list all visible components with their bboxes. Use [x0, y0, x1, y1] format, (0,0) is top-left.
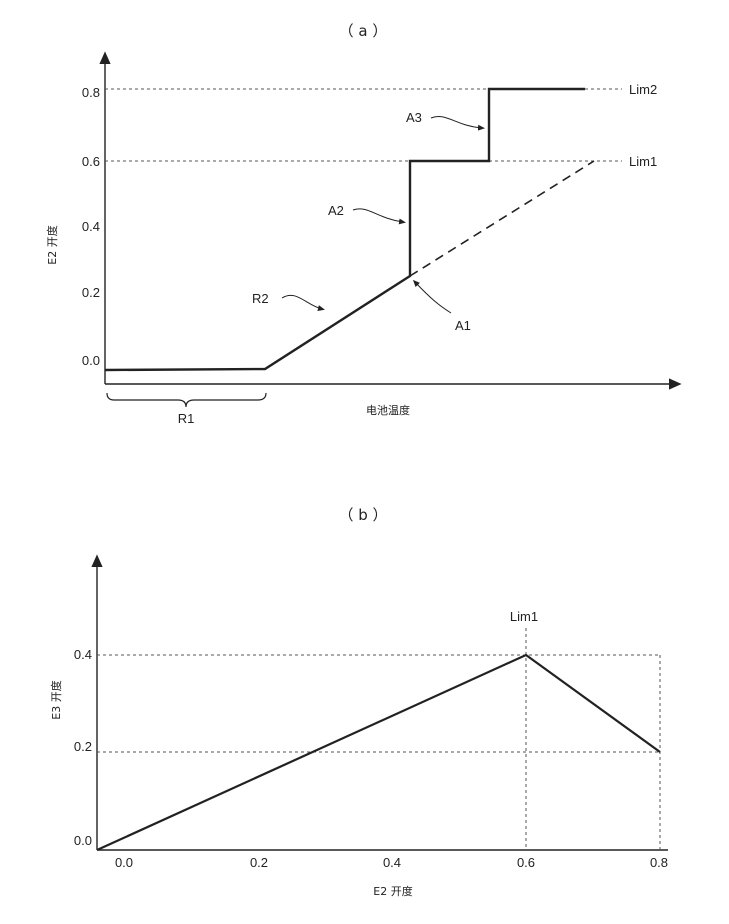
chart-a-dashed-series	[409, 160, 595, 277]
r1-brace	[106, 392, 267, 408]
chart-b-y-label: E3 开度	[49, 680, 63, 719]
chart-b-x-tick-0: 0.0	[115, 855, 133, 870]
chart-a-y-tick-4: 0.8	[82, 85, 100, 100]
chart-b-y-tick-2: 0.4	[74, 647, 92, 662]
chart-a-y-label: E2 开度	[45, 225, 59, 264]
chart-b: （ b ） E3 开度 E2 开度 0.0 0.2 0.4 0.0 0.2 0.…	[49, 506, 668, 898]
r1-label: R1	[178, 411, 195, 426]
r2-arrow	[281, 294, 325, 311]
chart-a-y-tick-1: 0.2	[82, 285, 100, 300]
chart-a-x-label: 电池温度	[366, 403, 410, 417]
chart-b-title: （ b ）	[338, 506, 387, 524]
chart-b-x-tick-1: 0.2	[250, 855, 268, 870]
chart-a-y-tick-2: 0.4	[82, 219, 100, 234]
chart-b-series	[96, 653, 661, 852]
chart-b-x-tick-4: 0.8	[650, 855, 668, 870]
chart-a-y-tick-0: 0.0	[82, 353, 100, 368]
a3-label: A3	[406, 110, 422, 125]
lim1-label: Lim1	[629, 154, 657, 169]
lim2-label: Lim2	[629, 82, 657, 97]
a1-arrow	[412, 279, 452, 314]
a1-label: A1	[455, 318, 471, 333]
a2-arrow	[352, 208, 406, 225]
a2-label: A2	[328, 203, 344, 218]
chart-a-y-tick-3: 0.6	[82, 154, 100, 169]
chart-b-x-tick-2: 0.4	[383, 855, 401, 870]
chart-a-solid-series	[104, 87, 585, 372]
r2-label: R2	[252, 291, 269, 306]
chart-b-x-label: E2 开度	[373, 884, 412, 898]
chart-b-lim1-label: Lim1	[510, 609, 538, 624]
a3-arrow	[430, 116, 485, 131]
chart-a-title: （ a ）	[339, 22, 388, 40]
chart-b-y-tick-1: 0.2	[74, 739, 92, 754]
chart-a: （ a ） E2 开度 电池温度 0.0 0.2 0.4 0.6 0.8 Lim…	[45, 22, 682, 426]
chart-b-x-tick-3: 0.6	[517, 855, 535, 870]
chart-b-y-tick-0: 0.0	[74, 833, 92, 848]
